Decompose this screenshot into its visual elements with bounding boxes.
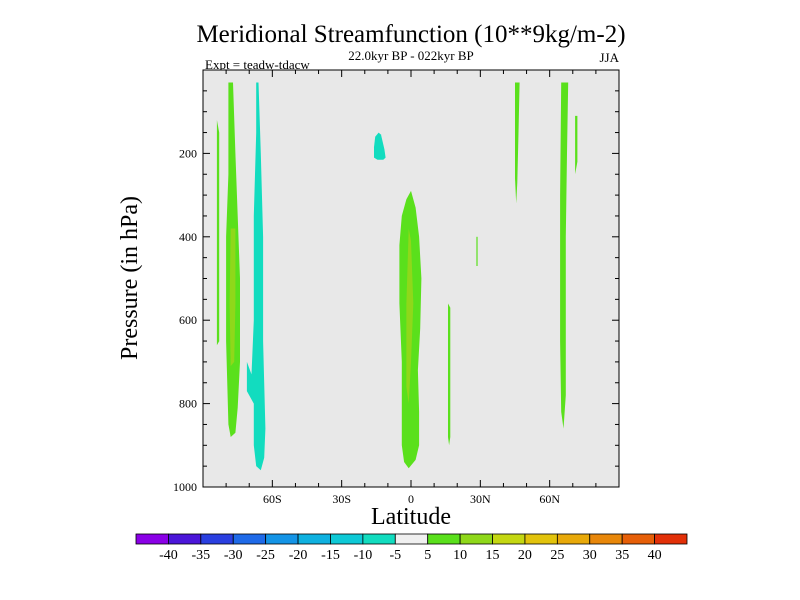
- colorbar-swatch: [297, 533, 331, 545]
- colorbar-label: -35: [191, 548, 210, 563]
- y-tick-label: 200: [179, 146, 197, 160]
- x-tick-label: 30N: [470, 492, 491, 506]
- region-green-strip-70N: [575, 115, 578, 175]
- colorbar-swatch: [556, 533, 591, 545]
- x-axis-label: Latitude: [371, 504, 451, 530]
- region-green-strip-85S: [216, 120, 220, 346]
- region-green-tick-30N: [476, 236, 478, 266]
- colorbar-swatch: [200, 533, 234, 545]
- colorbar-label: 30: [583, 548, 597, 563]
- colorbar-label: 15: [486, 548, 500, 563]
- colorbar-swatch: [427, 533, 461, 545]
- colorbar-swatch: [265, 533, 299, 545]
- contour-regions: [216, 82, 578, 471]
- region-green-band-65N: [560, 82, 569, 429]
- y-tick-label: 600: [179, 313, 197, 327]
- colorbar-swatch: [654, 533, 688, 545]
- x-tick-label: 30S: [332, 492, 351, 506]
- season-label: JJA: [599, 50, 619, 65]
- colorbar-label: 35: [615, 548, 629, 563]
- colorbar-label: -40: [159, 548, 178, 563]
- colorbar-label: 10: [453, 548, 467, 563]
- region-cyan-band-65S: [246, 82, 266, 471]
- colorbar-label: -10: [354, 548, 373, 563]
- y-tick-label: 400: [179, 230, 197, 244]
- region-cyan-blob-15S: [374, 132, 386, 160]
- colorbar-label: 25: [550, 548, 564, 563]
- colorbar-swatch: [621, 533, 655, 545]
- colorbar-swatch: [492, 533, 526, 545]
- y-axis-label: Pressure (in hPa): [117, 196, 143, 360]
- colorbar-label: -30: [224, 548, 243, 563]
- region-green-strip-45N: [515, 82, 520, 204]
- colorbar-swatch: [362, 533, 396, 545]
- x-tick-label: 60N: [539, 492, 560, 506]
- x-tick-label: 0: [408, 492, 414, 506]
- y-tick-label: 1000: [173, 480, 197, 494]
- colorbar-label: -5: [389, 548, 401, 563]
- colorbar-label: 5: [424, 548, 431, 563]
- colorbar-swatch: [168, 533, 202, 545]
- colorbar-label: -15: [321, 548, 340, 563]
- colorbar-label: 40: [648, 548, 662, 563]
- experiment-label: Expt = teadw-tdacw: [205, 57, 310, 72]
- x-tick-label: 60S: [263, 492, 282, 506]
- colorbar-swatch: [394, 533, 429, 545]
- colorbar-swatch: [330, 533, 364, 545]
- colorbar-swatch: [589, 533, 623, 545]
- chart-title: Meridional Streamfunction (10**9kg/m-2): [196, 21, 625, 48]
- colorbar-swatch: [232, 533, 267, 545]
- region-yellow-core-equator: [406, 228, 414, 404]
- axes: 60S 30S 0 30N 60N 200 400 600 800 1000: [173, 70, 619, 506]
- colorbar-swatch: [524, 533, 558, 545]
- region-yellow-core-75S: [229, 228, 236, 367]
- region-green-strip-15N: [448, 303, 451, 446]
- chart-subtitle: 22.0kyr BP - 022kyr BP: [348, 48, 474, 63]
- y-tick-label: 800: [179, 397, 197, 411]
- colorbar-label: -20: [289, 548, 308, 563]
- colorbar-swatch: [459, 533, 493, 545]
- colorbar-swatch: [135, 533, 169, 545]
- colorbar: -40 -35 -30 -25 -20 -15 -10 -5 5 10 15 20 25 30 35 40: [135, 533, 688, 563]
- colorbar-label: -25: [256, 548, 275, 563]
- colorbar-label: 20: [518, 548, 532, 563]
